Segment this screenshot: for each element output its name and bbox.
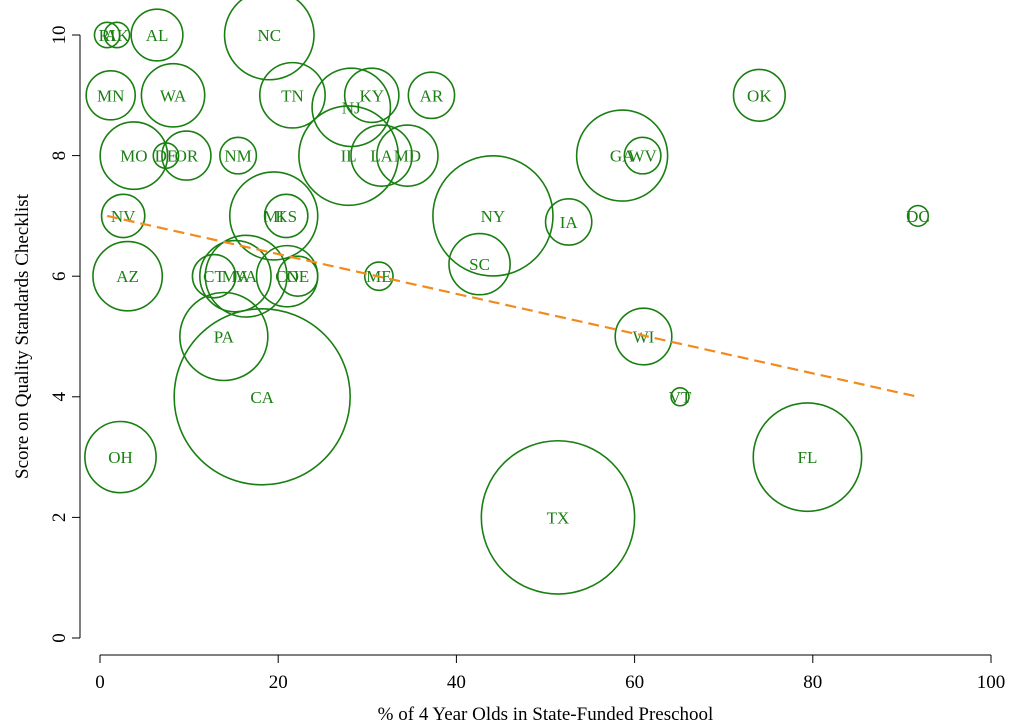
bubble-label-wv: WV: [628, 147, 657, 166]
bubble-label-wi: WI: [633, 328, 655, 347]
bubble-label-wa: WA: [160, 86, 187, 105]
bubble-mn: [85, 69, 137, 121]
bubble-label-il: IL: [341, 147, 357, 166]
bubble-label-ak: AK: [105, 26, 130, 45]
bubble-label-al: AL: [146, 26, 169, 45]
bubble-al: [130, 8, 184, 62]
bubble-label-ne: NE: [286, 267, 309, 286]
axes: 0 20 40 60 80 100 0 2 4 6 8 10: [49, 26, 1005, 694]
bubble-label-tn: TN: [281, 86, 304, 105]
bubble-mo: [99, 121, 169, 191]
bubble-label-oh: OH: [108, 448, 133, 467]
bubble-label-ct: CT: [203, 267, 225, 286]
bubble-label-fl: FL: [798, 448, 818, 467]
bubble-label-ga: GA: [610, 147, 635, 166]
y-tick-label: 10: [49, 26, 70, 45]
bubble-wa: [140, 62, 206, 128]
bubble-ky: [343, 67, 400, 124]
bubble-label-nc: NC: [257, 26, 281, 45]
bubble-tn: [258, 61, 326, 129]
x-axis-title: % of 4 Year Olds in State-Funded Prescho…: [378, 704, 714, 725]
bubble-label-ny: NY: [481, 207, 506, 226]
bubble-label-ma: MA: [222, 267, 250, 286]
bubble-nc: [223, 0, 315, 81]
bubble-label-tx: TX: [547, 508, 570, 527]
bubble-va: [204, 234, 288, 318]
bubble-label-or: OR: [175, 147, 199, 166]
y-axis-title: Score on Quality Standards Checklist: [12, 193, 33, 479]
bubble-nm: [219, 136, 258, 175]
y-tick-label: 8: [49, 151, 70, 161]
bubble-label-nv: NV: [111, 207, 136, 226]
bubble-label-mn: MN: [97, 86, 124, 105]
y-tick-label: 6: [49, 271, 70, 281]
bubble-ca: [173, 307, 351, 486]
bubble-or: [161, 130, 212, 181]
bubble-fl: [752, 402, 863, 513]
y-axis-ticks: 0 2 4 6 8 10: [49, 26, 80, 643]
y-tick-label: 4: [49, 392, 70, 402]
bubble-me: [363, 261, 394, 292]
bubble-la: [350, 124, 413, 187]
bubble-ia: [544, 198, 593, 246]
bubble-label-mi: MI: [263, 207, 284, 226]
x-tick-label: 100: [977, 672, 1006, 693]
bubble-ks: [263, 193, 309, 239]
bubble-label-md: MD: [394, 147, 421, 166]
bubble-ma: [199, 239, 272, 313]
y-tick-label: 2: [49, 513, 70, 523]
x-axis-ticks: 0 20 40 60 80 100: [95, 655, 1005, 693]
bubble-nv: [100, 193, 146, 239]
x-tick-label: 20: [269, 672, 288, 693]
bubble-label-la: LA: [370, 147, 393, 166]
bubble-label-de: DE: [155, 147, 178, 166]
bubble-oh: [84, 420, 157, 494]
bubble-ri: [93, 21, 121, 49]
bubble-il: [298, 105, 400, 207]
bubble-ct: [191, 253, 237, 299]
bubble-label-sc: SC: [469, 255, 490, 274]
x-tick-label: 40: [447, 672, 466, 693]
bubble-wv: [623, 136, 662, 175]
bubble-label-co: CO: [275, 267, 299, 286]
bubble-label-mo: MO: [120, 147, 147, 166]
bubble-label-nj: NJ: [342, 98, 361, 117]
bubble-ne: [276, 255, 319, 298]
x-tick-label: 80: [803, 672, 822, 693]
x-tick-label: 60: [625, 672, 644, 693]
bubble-label-ri: RI: [99, 26, 116, 45]
x-tick-label: 0: [95, 672, 105, 693]
bubble-vt: [670, 387, 690, 407]
bubble-label-ok: OK: [747, 86, 772, 105]
bubble-sc: [448, 232, 511, 296]
bubble-az: [92, 240, 164, 312]
bubble-label-dc: DC: [906, 207, 930, 226]
bubble-dc: [906, 204, 930, 228]
bubble-label-vt: VT: [669, 388, 692, 407]
bubble-label-nm: NM: [224, 147, 251, 166]
bubble-md: [376, 124, 439, 187]
bubble-ga: [575, 109, 669, 202]
bubble-label-ca: CA: [250, 388, 274, 407]
bubble-ak: [103, 21, 131, 49]
bubble-label-ky: KY: [359, 86, 384, 105]
bubble-label-va: VA: [235, 267, 258, 286]
bubble-tx: [480, 439, 636, 595]
bubble-label-ia: IA: [560, 213, 579, 232]
trend-line: [106, 214, 919, 398]
bubble-nj: [311, 67, 392, 148]
bubble-ny: [432, 155, 554, 277]
bubble-label-az: AZ: [116, 267, 139, 286]
bubble-pa: [179, 291, 269, 382]
bubble-label-pa: PA: [214, 328, 235, 347]
y-tick-label: 0: [49, 633, 70, 643]
bubble-label-ar: AR: [420, 86, 444, 105]
bubble-label-ks: KS: [275, 207, 297, 226]
bubble-ar: [407, 71, 456, 120]
bubble-ok: [732, 68, 786, 122]
bubble-mi: [228, 171, 319, 261]
bubble-wi: [614, 307, 673, 366]
